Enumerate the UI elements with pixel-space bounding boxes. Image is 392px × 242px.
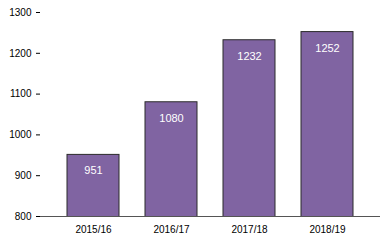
svg-text:2018/19: 2018/19 [309,224,346,235]
svg-text:1252: 1252 [315,42,339,54]
svg-text:1300: 1300 [9,7,32,18]
svg-text:2016/17: 2016/17 [153,224,190,235]
svg-text:2017/18: 2017/18 [231,224,268,235]
svg-text:900: 900 [15,170,32,181]
svg-text:1100: 1100 [10,88,32,99]
svg-text:1080: 1080 [159,112,183,124]
svg-text:800: 800 [15,211,32,222]
svg-text:1232: 1232 [237,50,261,62]
svg-text:1200: 1200 [9,48,32,59]
svg-text:1000: 1000 [9,129,32,140]
svg-text:951: 951 [84,164,102,176]
svg-text:2015/16: 2015/16 [75,224,112,235]
